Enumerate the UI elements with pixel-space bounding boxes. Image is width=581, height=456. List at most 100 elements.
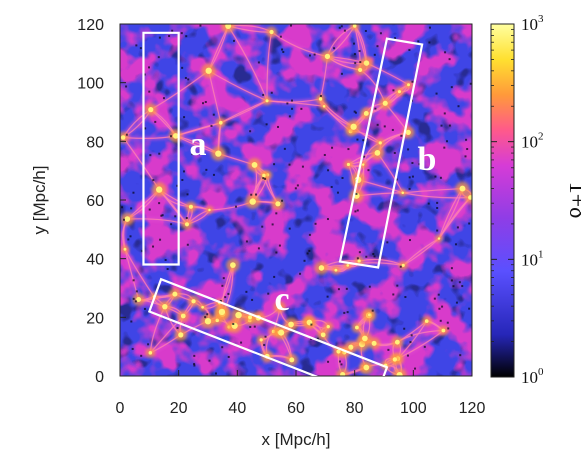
void-speck [347, 148, 350, 151]
colorbar-ticks: 100 101 102 103 [491, 13, 544, 387]
void-speck [161, 214, 164, 217]
void-speck [174, 215, 177, 218]
void-speck [457, 105, 460, 108]
void-speck [343, 311, 346, 314]
void-speck [127, 238, 130, 241]
void-speck [249, 130, 252, 133]
void-speck [148, 66, 151, 69]
void-speck [353, 53, 356, 56]
void-speck [404, 296, 407, 299]
halo-node [162, 303, 168, 310]
halo-node [382, 100, 388, 106]
region-box-b [338, 37, 424, 269]
void-speck [219, 299, 222, 302]
void-speck [308, 54, 311, 57]
void-speck [140, 354, 143, 357]
halo-node-glow [392, 367, 407, 376]
void-speck [362, 139, 365, 142]
halo-node [362, 335, 368, 342]
halo-node [156, 186, 163, 193]
void-speck [427, 202, 430, 205]
void-speck [445, 140, 448, 143]
halo-node [235, 311, 242, 319]
halo-node [378, 141, 382, 145]
void-speck [129, 235, 132, 238]
y-axis-label: y [Mpc/h] [30, 166, 49, 235]
void-speck [338, 26, 341, 29]
void-speck [340, 363, 343, 366]
halo-node [123, 247, 127, 251]
void-speck [409, 341, 412, 344]
halo-node [371, 340, 377, 346]
void-speck [273, 275, 276, 278]
void-speck [421, 151, 424, 154]
void-speck [130, 320, 133, 323]
void-speck [461, 285, 464, 288]
void-speck [411, 80, 414, 83]
halo-node [201, 305, 204, 309]
void-speck [158, 152, 161, 155]
void-speck [176, 184, 179, 187]
void-speck [148, 208, 151, 211]
void-speck [171, 29, 174, 32]
halo-node [289, 357, 295, 363]
void-speck [193, 354, 196, 357]
void-speck [373, 53, 376, 56]
void-speck [143, 307, 146, 310]
x-tick-label: 60 [287, 400, 305, 417]
void-speck [326, 295, 329, 298]
void-speck [395, 178, 398, 181]
halo-node [361, 163, 365, 166]
halo-node [124, 216, 131, 222]
void-speck [356, 209, 359, 212]
void-speck [408, 176, 411, 179]
void-speck [408, 49, 411, 52]
region-boxes: a b c [142, 31, 436, 376]
void-speck [157, 56, 160, 59]
colorbar-tick-label: 101 [521, 248, 544, 269]
void-speck [210, 124, 213, 127]
halo-node [320, 332, 326, 338]
halo-node [259, 338, 263, 342]
void-speck [392, 89, 395, 92]
void-speck [290, 24, 293, 27]
x-tick-label: 40 [228, 400, 246, 417]
void-speck [310, 323, 313, 326]
void-speck [341, 176, 344, 179]
void-speck [452, 285, 455, 288]
void-speck [464, 155, 467, 158]
halo-node [318, 97, 323, 101]
void-speck [181, 178, 184, 181]
void-speck [411, 175, 414, 178]
x-tick-label: 0 [116, 400, 125, 417]
void-speck [331, 146, 334, 149]
void-speck [265, 123, 268, 126]
halo-node [358, 67, 363, 72]
void-speck [204, 100, 207, 103]
void-speck [158, 202, 161, 205]
void-speck [233, 39, 236, 42]
void-speck [406, 354, 409, 357]
halo-node [120, 135, 126, 140]
void-speck [345, 287, 348, 290]
void-speck [469, 82, 472, 85]
void-speck [152, 245, 155, 248]
void-speck [414, 367, 417, 370]
halo-node [265, 99, 269, 103]
halo-node [204, 317, 212, 325]
void-speck [271, 223, 274, 226]
void-speck [439, 176, 442, 179]
void-speck [368, 285, 371, 288]
void-speck [450, 279, 453, 282]
halo-node [148, 351, 153, 355]
halo-node [184, 222, 190, 227]
void-speck [184, 76, 187, 79]
x-tick-label: 100 [400, 400, 427, 417]
y-tick-label: 0 [95, 369, 104, 386]
void-speck [185, 217, 188, 220]
halo-node [324, 53, 331, 60]
void-speck [353, 110, 356, 113]
void-speck [456, 226, 459, 229]
void-speck [367, 169, 370, 172]
